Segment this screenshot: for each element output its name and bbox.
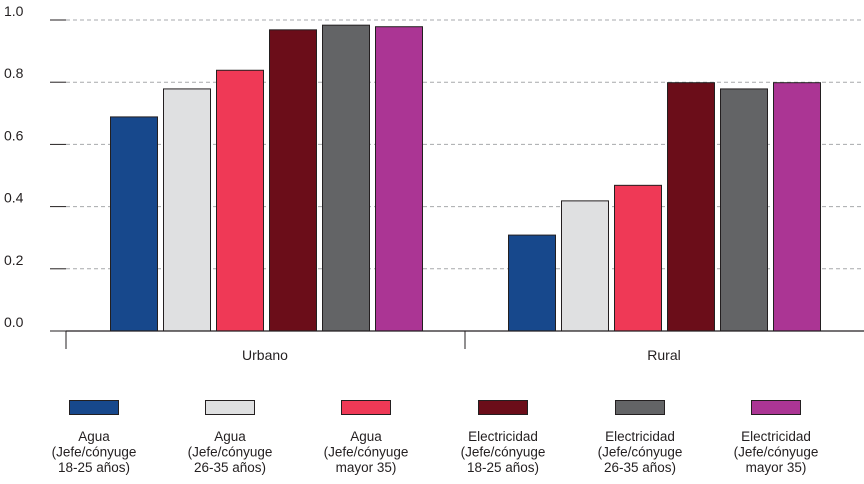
category-label-rural: Rural (647, 347, 680, 363)
legend-label-line: mayor 35) (746, 460, 807, 475)
bar-3-urbano (216, 69, 264, 332)
bar-2-rural (561, 200, 609, 332)
legend-swatch (751, 400, 801, 415)
bar-4-urbano (269, 29, 317, 332)
bar-6-rural (773, 82, 821, 332)
legend-label-line: Electricidad (741, 429, 811, 444)
legend-label-line: Electricidad (468, 429, 538, 444)
bar-1-urbano (110, 116, 158, 332)
legend-label-line: Electricidad (605, 429, 675, 444)
legend-swatch (205, 400, 255, 415)
legend-label-line: 18-25 años) (467, 460, 539, 475)
bar-1-rural (508, 234, 556, 332)
legend-label-line: (Jefe/cónyuge (188, 445, 273, 460)
y-tick-label: 0.8 (4, 65, 24, 81)
y-axis-tick-labels: 0.0 0.2 0.4 0.6 0.8 1.0 (4, 3, 66, 332)
x-axis: Urbano Rural (65, 330, 864, 363)
y-tick-label: 0.6 (4, 127, 24, 143)
bar-5-urbano (322, 24, 370, 332)
legend-label-line: (Jefe/cónyuge (324, 445, 409, 460)
legend-label-line: 26-35 años) (194, 460, 266, 475)
legend-label-line: 18-25 años) (58, 460, 130, 475)
bar-4-rural (667, 82, 715, 332)
bars (110, 24, 821, 332)
category-label-urbano: Urbano (242, 347, 288, 363)
legend-label-line: 26-35 años) (604, 460, 676, 475)
legend-label-line: Agua (350, 429, 382, 444)
y-tick-label: 0.2 (4, 252, 24, 268)
legend-label-line: (Jefe/cónyuge (734, 445, 819, 460)
legend-label-line: Agua (214, 429, 246, 444)
legend-swatch (478, 400, 528, 415)
y-tick-label: 0.0 (4, 314, 24, 330)
bar-2-urbano (163, 88, 211, 332)
y-tick-label: 0.4 (4, 190, 24, 206)
legend-label-line: (Jefe/cónyuge (598, 445, 683, 460)
legend-swatch (615, 400, 665, 415)
bar-5-rural (720, 88, 768, 332)
y-tick-label: 1.0 (4, 3, 24, 19)
legend-swatch (69, 400, 119, 415)
bar-3-rural (614, 184, 662, 332)
legend-label-line: (Jefe/cónyuge (52, 445, 137, 460)
bar-6-urbano (375, 26, 423, 332)
legend-label-line: Agua (78, 429, 110, 444)
legend-label-line: mayor 35) (336, 460, 397, 475)
legend-label-line: (Jefe/cónyuge (461, 445, 546, 460)
legend-swatch (341, 400, 391, 415)
